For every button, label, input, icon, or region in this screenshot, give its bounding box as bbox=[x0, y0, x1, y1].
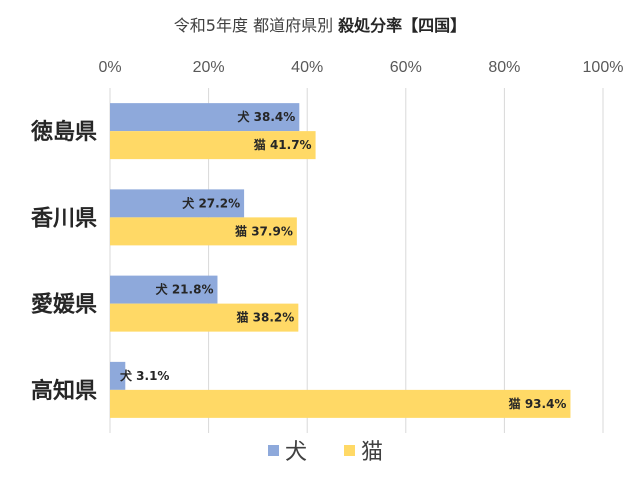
x-tick-label: 20% bbox=[193, 59, 225, 76]
bar-猫 bbox=[110, 217, 297, 246]
category-label: 香川県 bbox=[31, 206, 97, 231]
x-tick-label: 0% bbox=[98, 59, 121, 76]
bar-猫 bbox=[110, 303, 299, 332]
x-tick-label: 100% bbox=[583, 59, 624, 76]
data-label: 犬 3.1% bbox=[120, 368, 169, 383]
data-label: 猫 41.7% bbox=[254, 137, 312, 152]
bar-猫 bbox=[110, 131, 316, 160]
bar-犬 bbox=[110, 103, 300, 132]
data-label: 猫 37.9% bbox=[235, 223, 293, 238]
bar-犬 bbox=[110, 189, 245, 218]
bar-犬 bbox=[110, 275, 218, 304]
category-label: 高知県 bbox=[31, 378, 97, 404]
data-label: 犬 27.2% bbox=[182, 195, 240, 210]
bar-猫 bbox=[110, 389, 571, 418]
legend-swatch bbox=[268, 445, 279, 456]
legend-label: 猫 bbox=[361, 440, 383, 465]
chart-title-bold: 殺処分率【四国】 bbox=[338, 16, 467, 35]
data-label: 猫 93.4% bbox=[509, 396, 567, 411]
legend-swatch bbox=[344, 445, 355, 456]
x-tick-label: 60% bbox=[390, 59, 422, 76]
chart-title-main: 令和5年度 都道府県別 bbox=[173, 16, 334, 35]
chart-title: 令和5年度 都道府県別 殺処分率【四国】 bbox=[0, 12, 640, 36]
data-label: 犬 21.8% bbox=[156, 282, 214, 297]
data-label: 猫 38.2% bbox=[237, 310, 295, 325]
data-label: 犬 38.4% bbox=[237, 109, 295, 124]
legend-label: 犬 bbox=[285, 440, 307, 465]
category-label: 徳島県 bbox=[30, 119, 97, 145]
x-tick-label: 80% bbox=[488, 59, 520, 76]
bar-犬 bbox=[110, 361, 126, 390]
x-tick-label: 40% bbox=[291, 59, 323, 76]
category-label: 愛媛県 bbox=[31, 292, 97, 318]
